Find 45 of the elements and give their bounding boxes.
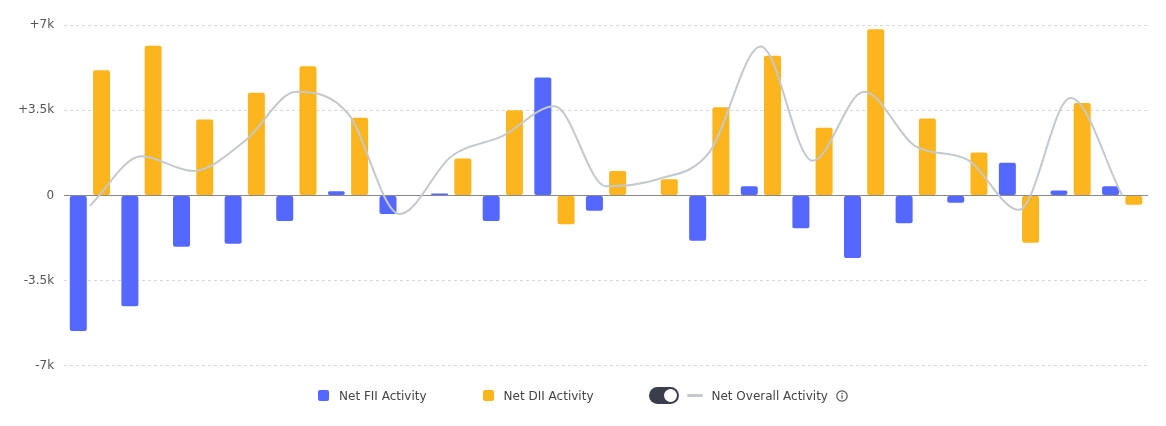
bar xyxy=(144,45,162,195)
bar xyxy=(918,118,936,195)
bar xyxy=(482,196,500,222)
legend-label: Net FII Activity xyxy=(339,388,427,403)
bar xyxy=(947,196,965,203)
bar xyxy=(69,196,87,332)
bar xyxy=(534,77,552,195)
bar xyxy=(792,196,810,229)
bar xyxy=(247,92,265,195)
y-tick-label: 0 xyxy=(46,187,55,202)
bar xyxy=(1102,186,1120,195)
bar xyxy=(276,196,294,222)
bar xyxy=(895,196,913,224)
bar xyxy=(1073,103,1091,195)
bar xyxy=(970,152,988,195)
bar xyxy=(1125,196,1143,205)
bar xyxy=(224,196,242,244)
bar xyxy=(93,70,111,195)
bar xyxy=(740,186,758,195)
y-tick-label: +3.5k xyxy=(17,102,55,117)
bar xyxy=(609,170,627,195)
bar xyxy=(815,127,833,195)
bar xyxy=(689,196,707,241)
bar xyxy=(660,179,678,195)
bar xyxy=(867,29,885,195)
legend-label: Net DII Activity xyxy=(503,388,594,403)
bar xyxy=(764,55,781,195)
bar xyxy=(299,66,317,195)
line-series xyxy=(88,45,1124,215)
bar xyxy=(998,162,1016,195)
bar xyxy=(1022,196,1040,243)
bar xyxy=(844,196,862,259)
legend-label: Net Overall Activity xyxy=(711,388,828,403)
bar xyxy=(351,117,369,195)
y-tick-label: -3.5k xyxy=(23,272,55,287)
y-tick-label: -7k xyxy=(35,357,55,372)
bar xyxy=(173,196,191,247)
bar xyxy=(585,196,603,211)
bar xyxy=(454,158,472,195)
y-tick-label: +7k xyxy=(29,17,55,32)
bar xyxy=(505,110,523,195)
bar xyxy=(557,196,575,225)
bar xyxy=(196,119,214,195)
bar xyxy=(712,107,730,195)
bar xyxy=(121,196,139,307)
